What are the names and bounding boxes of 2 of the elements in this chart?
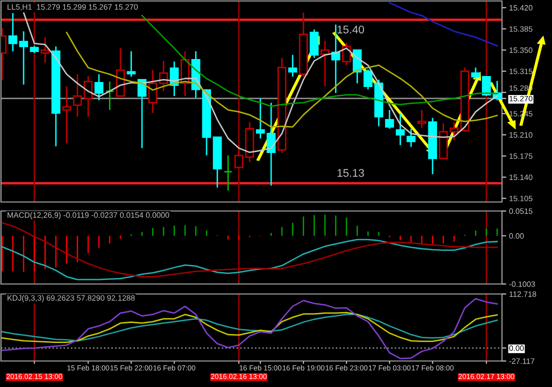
ref-line-label: 15.40	[338, 26, 364, 34]
ref-line-label: 15.13	[338, 169, 364, 177]
